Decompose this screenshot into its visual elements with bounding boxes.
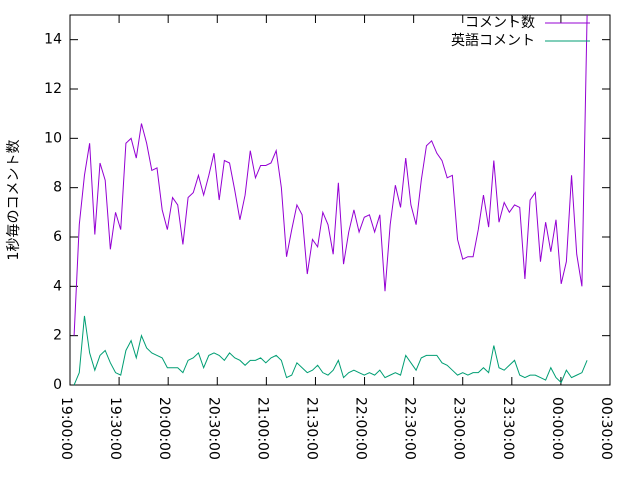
x-tick-label: 23:00:00 (451, 397, 467, 460)
series-line (73, 14, 588, 336)
x-tick-label: 19:30:00 (107, 397, 123, 460)
x-tick-label: 23:30:00 (500, 397, 516, 460)
legend-label: コメント数 (465, 15, 535, 31)
x-tick-label: 22:00:00 (353, 397, 369, 460)
y-tick-label: 0 (53, 377, 62, 393)
x-tick-label: 22:30:00 (402, 397, 418, 460)
y-tick-label: 12 (44, 81, 62, 97)
x-tick-label: 21:00:00 (254, 397, 270, 460)
x-tick-label: 20:00:00 (156, 397, 172, 460)
x-tick-label: 21:30:00 (303, 397, 319, 460)
legend-label: 英語コメント (451, 32, 535, 49)
x-tick-label: 00:30:00 (598, 397, 614, 460)
y-tick-label: 2 (53, 328, 62, 344)
y-tick-label: 14 (44, 32, 62, 48)
y-tick-label: 10 (44, 130, 62, 146)
x-tick-label: 20:30:00 (205, 397, 221, 460)
plot-frame (69, 14, 611, 386)
x-tick-label: 19:00:00 (58, 397, 74, 460)
y-tick-label: 4 (53, 278, 62, 294)
x-tick-label: 00:00:00 (549, 397, 565, 460)
y-axis-label: 1秒毎のコメント数 (6, 140, 22, 261)
series-line (73, 315, 588, 386)
y-tick-label: 8 (53, 180, 62, 196)
y-tick-label: 6 (53, 229, 62, 245)
